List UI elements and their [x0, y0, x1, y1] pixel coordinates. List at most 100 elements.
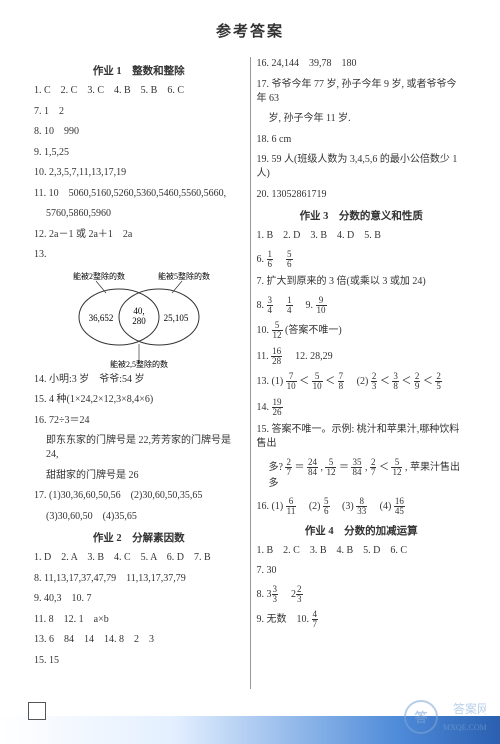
answer-line: 多? 27 ＝ 2484 , 512 ＝ 3584 , 27 ＜ 512 , 苹…: [257, 458, 467, 491]
label: 9.: [306, 299, 316, 310]
venn-label: 能被2,5整除的数: [110, 359, 168, 369]
fraction: 23: [371, 372, 378, 391]
label: 8.: [257, 299, 267, 310]
svg-text:答案网: 答案网: [453, 701, 486, 716]
fraction: 27: [370, 458, 377, 477]
section-2-title: 作业 2 分解素因数: [34, 530, 244, 545]
answer-line: 15. 15: [34, 654, 244, 668]
fraction: 2484: [307, 458, 318, 477]
label: 10.: [257, 325, 272, 336]
fraction: 25: [435, 372, 442, 391]
fraction: 14: [286, 296, 293, 315]
answer-line: 13. 6 84 14 14. 8 2 3: [34, 633, 244, 647]
svg-text:答: 答: [414, 710, 428, 725]
page-corner-box: [28, 702, 46, 720]
left-column: 作业 1 整数和整除 1. C 2. C 3. C 4. B 5. B 6. C…: [28, 57, 251, 689]
venn-value: 280: [132, 316, 146, 326]
answer-line: 9. 1,5,25: [34, 146, 244, 160]
venn-value: 40,: [133, 306, 144, 316]
answer-line: 8. 333 223: [257, 585, 467, 604]
svg-text:MXQE.COM: MXQE.COM: [443, 723, 486, 732]
label: 8.: [257, 588, 267, 599]
label: 9. 无数 10.: [257, 614, 312, 625]
fraction: 3584: [351, 458, 362, 477]
fraction: 710: [286, 372, 297, 391]
fraction: 34: [267, 296, 274, 315]
fraction: 33: [272, 585, 279, 604]
answer-line: (3)30,60,50 (4)35,65: [34, 510, 244, 524]
answer-line: 1. B 2. D 3. B 4. D 5. B: [257, 229, 467, 243]
answer-line: 19. 59 人(班级人数为 3,4,5,6 的最小公倍数少 1 人): [257, 153, 467, 181]
answer-line: 岁, 孙子今年 11 岁.: [257, 112, 467, 126]
answer-line: 16. (1) 611 (2) 56 (3) 833 (4) 1645: [257, 497, 467, 516]
venn-label: 能被5整除的数: [158, 271, 210, 281]
fraction: 23: [296, 585, 303, 604]
answer-line: 17. 爷爷今年 77 岁, 孙子今年 9 岁, 或者爷爷今年 63: [257, 78, 467, 106]
page-title: 参考答案: [28, 20, 472, 41]
label: (4): [370, 501, 392, 512]
fraction: 512: [325, 458, 336, 477]
answer-line: 8. 11,13,17,37,47,79 11,13,17,37,79: [34, 572, 244, 586]
answer-line: 12. 2a－1 或 2a＋1 2a: [34, 228, 244, 242]
answer-line: 1. B 2. C 3. B 4. B 5. D 6. C: [257, 544, 467, 558]
fraction: 512: [272, 321, 283, 340]
fraction: 78: [338, 372, 345, 391]
fraction: 1628: [271, 347, 282, 366]
label: , 苹果汁售出多: [269, 461, 460, 488]
answer-line: 甜甜家的门牌号是 26: [34, 469, 244, 483]
fraction: 29: [414, 372, 421, 391]
answer-line: 17. (1)30,36,60,50,56 (2)30,60,50,35,65: [34, 489, 244, 503]
label: 多?: [269, 461, 286, 472]
answer-line: 16. 72÷3＝24: [34, 414, 244, 428]
label: 6.: [257, 253, 267, 264]
fraction: 47: [312, 610, 319, 629]
answer-line: 8. 10 990: [34, 125, 244, 139]
answer-line: 9. 无数 10. 47: [257, 610, 467, 629]
answer-line: 7. 扩大到原来的 3 倍(或乘以 3 或加 24): [257, 275, 467, 289]
venn-diagram: 能被2整除的数 能被5整除的数 36,652 40, 280 25,105 能被…: [54, 269, 224, 369]
answer-line: 8. 34 14 9. 910: [257, 296, 467, 315]
label: (答案不唯一): [285, 325, 342, 336]
answer-line: 13.: [34, 248, 244, 262]
section-3-title: 作业 3 分数的意义和性质: [257, 208, 467, 223]
answer-line: 15. 答案不唯一。示例: 桃汁和苹果汁,哪种饮料售出: [257, 423, 467, 451]
answer-line: 14. 1926: [257, 398, 467, 417]
label: (3): [332, 501, 354, 512]
section-4-title: 作业 4 分数的加减运算: [257, 523, 467, 538]
label: (2): [347, 376, 369, 387]
fraction: 510: [312, 372, 323, 391]
answer-line: 13. (1) 710 ＜ 510 ＜ 78 (2) 23 ＜ 38 ＜ 29 …: [257, 372, 467, 391]
answer-line: 11. 8 12. 1 a×b: [34, 613, 244, 627]
content-columns: 作业 1 整数和整除 1. C 2. C 3. C 4. B 5. B 6. C…: [28, 57, 472, 689]
fraction: 512: [391, 458, 402, 477]
answer-line: 10. 512 (答案不唯一): [257, 321, 467, 340]
answer-line: 11. 1628 12. 28,29: [257, 347, 467, 366]
section-1-title: 作业 1 整数和整除: [34, 63, 244, 78]
fraction: 1926: [272, 398, 283, 417]
answer-line: 7. 30: [257, 564, 467, 578]
answer-line: 15. 4 种(1×24,2×12,3×8,4×6): [34, 393, 244, 407]
label: (2): [299, 501, 321, 512]
fraction: 38: [392, 372, 399, 391]
fraction: 833: [356, 497, 367, 516]
answer-line: 1. D 2. A 3. B 4. C 5. A 6. D 7. B: [34, 551, 244, 565]
label: 13. (1): [257, 376, 284, 387]
fraction: 56: [286, 250, 293, 269]
answer-line: 10. 2,3,5,7,11,13,17,19: [34, 166, 244, 180]
label: 12. 28,29: [295, 350, 333, 361]
answer-line: 11. 10 5060,5160,5260,5360,5460,5560,566…: [34, 187, 244, 201]
fraction: 27: [285, 458, 292, 477]
fraction: 16: [267, 250, 274, 269]
venn-value: 25,105: [163, 313, 188, 323]
fraction: 56: [323, 497, 330, 516]
answer-line: 6. 16 56: [257, 250, 467, 269]
answer-line: 5760,5860,5960: [34, 207, 244, 221]
venn-label: 能被2整除的数: [73, 271, 125, 281]
answer-line: 1. C 2. C 3. C 4. B 5. B 6. C: [34, 84, 244, 98]
answer-line: 7. 1 2: [34, 105, 244, 119]
watermark: 答 答案网 MXQE.COM: [401, 696, 486, 738]
fraction: 611: [286, 497, 297, 516]
answer-line: 14. 小明:3 岁 爷爷:54 岁: [34, 373, 244, 387]
answer-line: 16. 24,144 39,78 180: [257, 57, 467, 71]
answer-line: 20. 13052861719: [257, 188, 467, 202]
